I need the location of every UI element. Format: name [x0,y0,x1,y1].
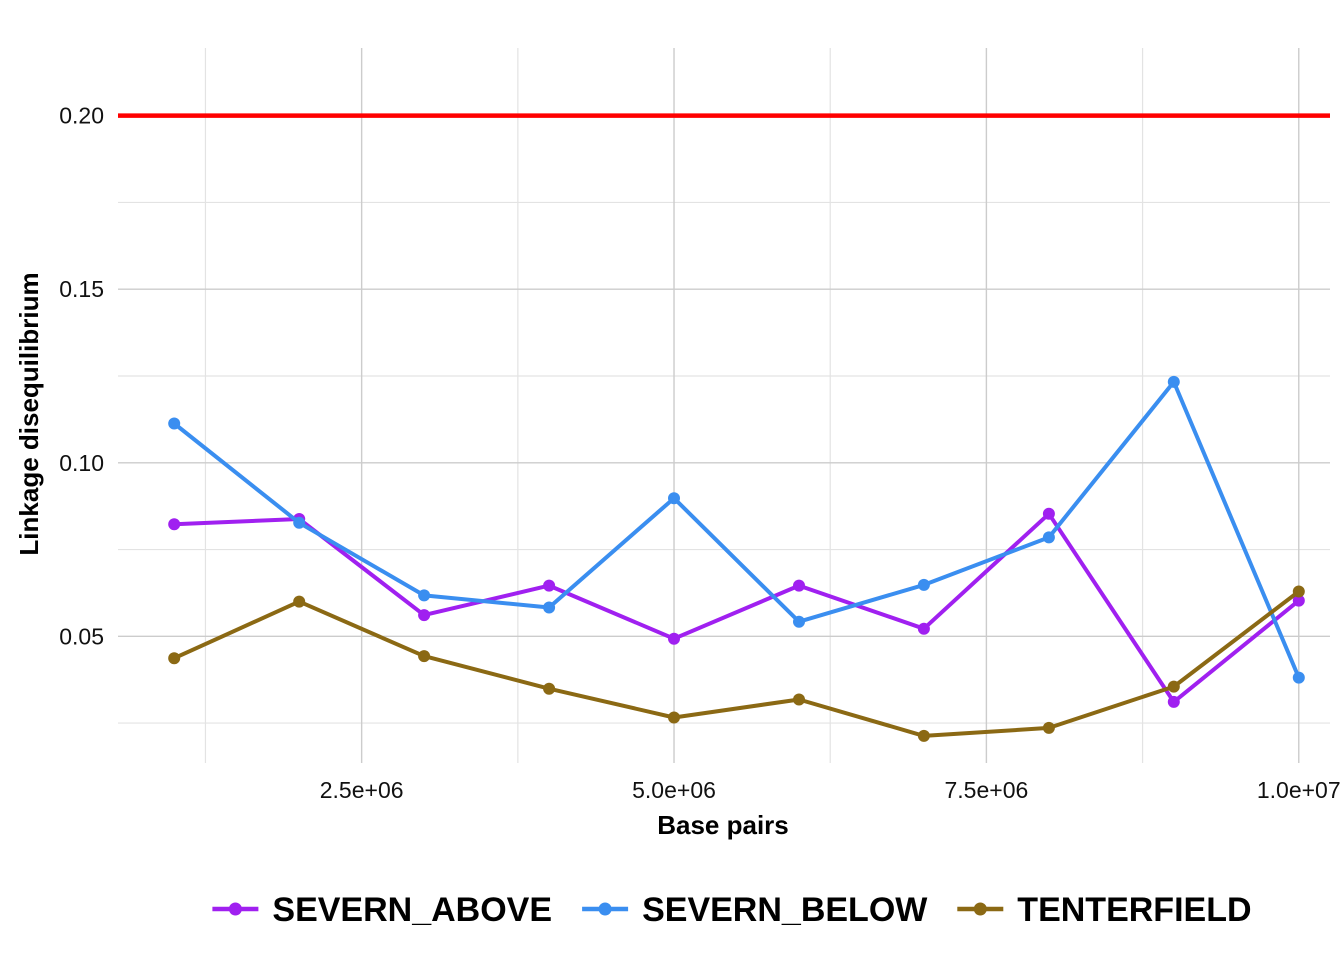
legend: SEVERN_ABOVE SEVERN_BELOW TENTERFIELD [212,891,1252,929]
y-tick-labels: 0.05 0.10 0.15 0.20 [59,103,104,650]
data-point-severn-above [1042,507,1055,520]
legend-item-tenterfield: TENTERFIELD [957,891,1252,929]
data-point-severn-below [418,589,431,602]
x-tick-label: 1.0e+07 [1257,777,1341,803]
data-point-tenterfield [917,729,930,742]
series-severn-below [168,375,1305,684]
legend-label: SEVERN_BELOW [642,891,928,929]
data-point-tenterfield [668,711,680,724]
data-point-severn-below [1292,671,1305,684]
data-point-severn-above [793,579,805,592]
x-tick-label: 2.5e+06 [320,777,404,803]
series-line-severn-above [172,511,1301,704]
series-line-severn-below [172,379,1301,680]
legend-label: SEVERN_ABOVE [272,891,552,929]
x-tick-label: 5.0e+06 [632,777,716,803]
series-group [168,375,1305,742]
legend-label: TENTERFIELD [1017,891,1251,929]
legend-key-point [228,902,242,916]
data-point-severn-below [668,492,680,505]
grid [118,48,1330,763]
data-point-severn-above [917,622,930,635]
legend-item-severn-below: SEVERN_BELOW [582,891,928,929]
data-point-tenterfield [543,682,556,695]
data-point-tenterfield [1042,721,1055,734]
data-point-tenterfield [168,652,181,665]
data-point-severn-below [793,615,805,628]
series-severn-above [168,507,1305,708]
data-point-tenterfield [1292,585,1305,598]
data-point-tenterfield [793,693,805,706]
y-tick-label: 0.15 [59,276,104,302]
legend-item-severn-above: SEVERN_ABOVE [212,891,552,929]
data-point-severn-below [293,516,306,529]
data-point-severn-below [917,578,930,591]
legend-key-point [598,902,612,916]
series-line-tenterfield [172,589,1301,738]
data-point-severn-below [1042,531,1055,544]
data-point-severn-above [418,609,431,622]
y-tick-label: 0.20 [59,103,104,129]
data-point-tenterfield [1167,680,1180,693]
y-tick-label: 0.10 [59,450,104,476]
data-point-severn-above [1292,594,1305,607]
x-tick-label: 7.5e+06 [945,777,1029,803]
data-point-tenterfield [418,650,431,663]
series-tenterfield [168,585,1305,742]
data-point-severn-above [168,518,181,531]
data-point-severn-below [1167,375,1180,388]
x-axis-title: Base pairs [657,810,789,840]
data-point-severn-above [1167,695,1180,708]
data-point-severn-above [668,632,680,645]
y-axis-title: Linkage disequilibrium [14,272,44,555]
x-tick-labels: 2.5e+06 5.0e+06 7.5e+06 1.0e+07 [320,777,1341,803]
data-point-tenterfield [293,595,306,608]
data-point-severn-above [543,579,556,592]
legend-key-point [973,902,987,916]
data-point-severn-below [543,601,556,614]
data-point-severn-below [168,417,181,430]
y-tick-label: 0.05 [59,623,104,649]
